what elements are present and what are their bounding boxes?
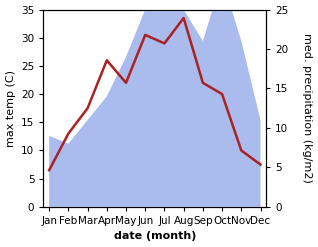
Y-axis label: max temp (C): max temp (C) — [5, 70, 16, 147]
X-axis label: date (month): date (month) — [114, 231, 196, 242]
Y-axis label: med. precipitation (kg/m2): med. precipitation (kg/m2) — [302, 33, 313, 183]
